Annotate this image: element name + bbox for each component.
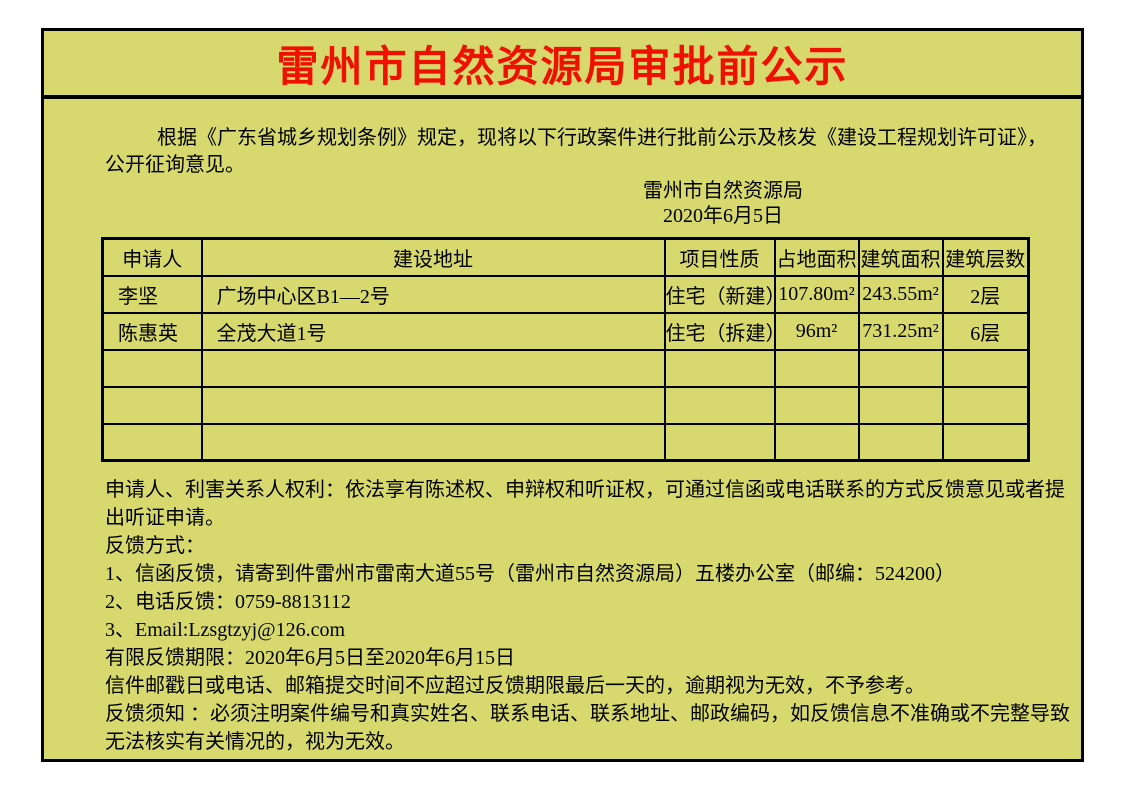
announcement-board: 雷州市自然资源局审批前公示 根据《广东省城乡规划条例》规定，现将以下行政案件进行… — [41, 28, 1084, 762]
table-cell: 住宅（拆建） — [663, 311, 776, 351]
table-cell — [941, 348, 1030, 388]
notice-line: 2、电话反馈：0759-8813112 — [105, 591, 351, 613]
notice-section: 申请人、利害关系人权利：依法享有陈述权、申辩权和听证权，可通过信函或电话联系的方… — [105, 476, 1070, 756]
table-cell — [663, 422, 776, 462]
intro-line: 公开征询意见。 — [105, 154, 245, 176]
table-cell: 107.80m² — [773, 274, 860, 314]
table-cell — [101, 422, 203, 462]
table-cell: 731.25m² — [857, 311, 944, 351]
table-cell — [773, 422, 860, 462]
table-cell: 6层 — [941, 311, 1030, 351]
table-cell — [200, 385, 666, 425]
notice-line: 3、Email:Lzsgtzyj@126.com — [105, 619, 346, 641]
table-cell — [773, 385, 860, 425]
signature-date: 2020年6月5日 — [663, 205, 783, 227]
table-cell — [941, 422, 1030, 462]
notice-line: 反馈须知 ：必须注明案件编号和真实姓名、联系电话、联系地址、邮政编码，如反馈信息… — [105, 703, 1070, 725]
table-cell — [200, 422, 666, 462]
table-cell — [857, 385, 944, 425]
table-row — [101, 348, 1030, 388]
table-cell: 住宅（新建） — [663, 274, 776, 314]
notice-line: 信件邮戳日或电话、邮箱提交时间不应超过反馈期限最后一天的，逾期视为无效，不予参考… — [105, 675, 925, 697]
notice-line: 反馈方式： — [105, 535, 205, 557]
column-header: 建筑面积 — [857, 237, 944, 277]
table-cell: 李坚 — [101, 274, 203, 314]
column-header: 项目性质 — [663, 237, 776, 277]
table-cell: 96m² — [773, 311, 860, 351]
table-row: 陈惠英 全茂大道1号 住宅（拆建） 96m² 731.25m² 6层 — [101, 311, 1030, 351]
column-header: 建筑层数 — [941, 237, 1030, 277]
notice-line: 1、信函反馈，请寄到件雷州市雷南大道55号（雷州市自然资源局）五楼办公室（邮编：… — [105, 563, 955, 585]
table-row: 李坚 广场中心区B1—2号 住宅（新建） 107.80m² 243.55m² 2层 — [101, 274, 1030, 314]
column-header: 建设地址 — [200, 237, 666, 277]
notice-line: 出听证申请。 — [105, 507, 225, 529]
table-cell — [857, 422, 944, 462]
table-cell — [663, 348, 776, 388]
table-cell: 广场中心区B1—2号 — [200, 274, 666, 314]
table-cell: 2层 — [941, 274, 1030, 314]
signature-org: 雷州市自然资源局 — [643, 180, 803, 202]
table-cell: 陈惠英 — [101, 311, 203, 351]
table-row — [101, 422, 1030, 462]
table-cell — [941, 385, 1030, 425]
notice-line: 无法核实有关情况的，视为无效。 — [105, 731, 405, 753]
intro-line: 根据《广东省城乡规划条例》规定，现将以下行政案件进行批前公示及核发《建设工程规划… — [157, 127, 1047, 149]
table-cell: 243.55m² — [857, 274, 944, 314]
notice-line: 有限反馈期限：2020年6月5日至2020年6月15日 — [105, 647, 515, 669]
table-cell — [101, 385, 203, 425]
signature-block: 雷州市自然资源局 2020年6月5日 — [245, 179, 1122, 229]
table-cell: 全茂大道1号 — [200, 311, 666, 351]
table-cell — [773, 348, 860, 388]
page-title: 雷州市自然资源局审批前公示 — [276, 42, 849, 90]
table-body: 李坚 广场中心区B1—2号 住宅（新建） 107.80m² 243.55m² 2层 陈惠英全… — [101, 274, 1030, 462]
intro-paragraph: 根据《广东省城乡规划条例》规定，现将以下行政案件进行批前公示及核发《建设工程规划… — [105, 125, 1061, 179]
table-cell — [200, 348, 666, 388]
table-cell — [663, 385, 776, 425]
column-header: 占地面积 — [773, 237, 860, 277]
column-header: 申请人 — [101, 237, 203, 277]
table-header-row: 申请人 建设地址 项目性质 占地面积 建筑面积 建筑层数 — [101, 237, 1030, 277]
announcement-body: 根据《广东省城乡规划条例》规定，现将以下行政案件进行批前公示及核发《建设工程规划… — [44, 99, 1081, 756]
table-row — [101, 385, 1030, 425]
notice-line: 申请人、利害关系人权利：依法享有陈述权、申辩权和听证权，可通过信函或电话联系的方… — [105, 479, 1065, 501]
table-cell — [101, 348, 203, 388]
title-bar: 雷州市自然资源局审批前公示 — [44, 31, 1081, 99]
table-cell — [857, 348, 944, 388]
applications-table: 申请人 建设地址 项目性质 占地面积 建筑面积 建筑层数 李坚 广场中心区B1—2号 住宅（新… — [101, 237, 1030, 462]
